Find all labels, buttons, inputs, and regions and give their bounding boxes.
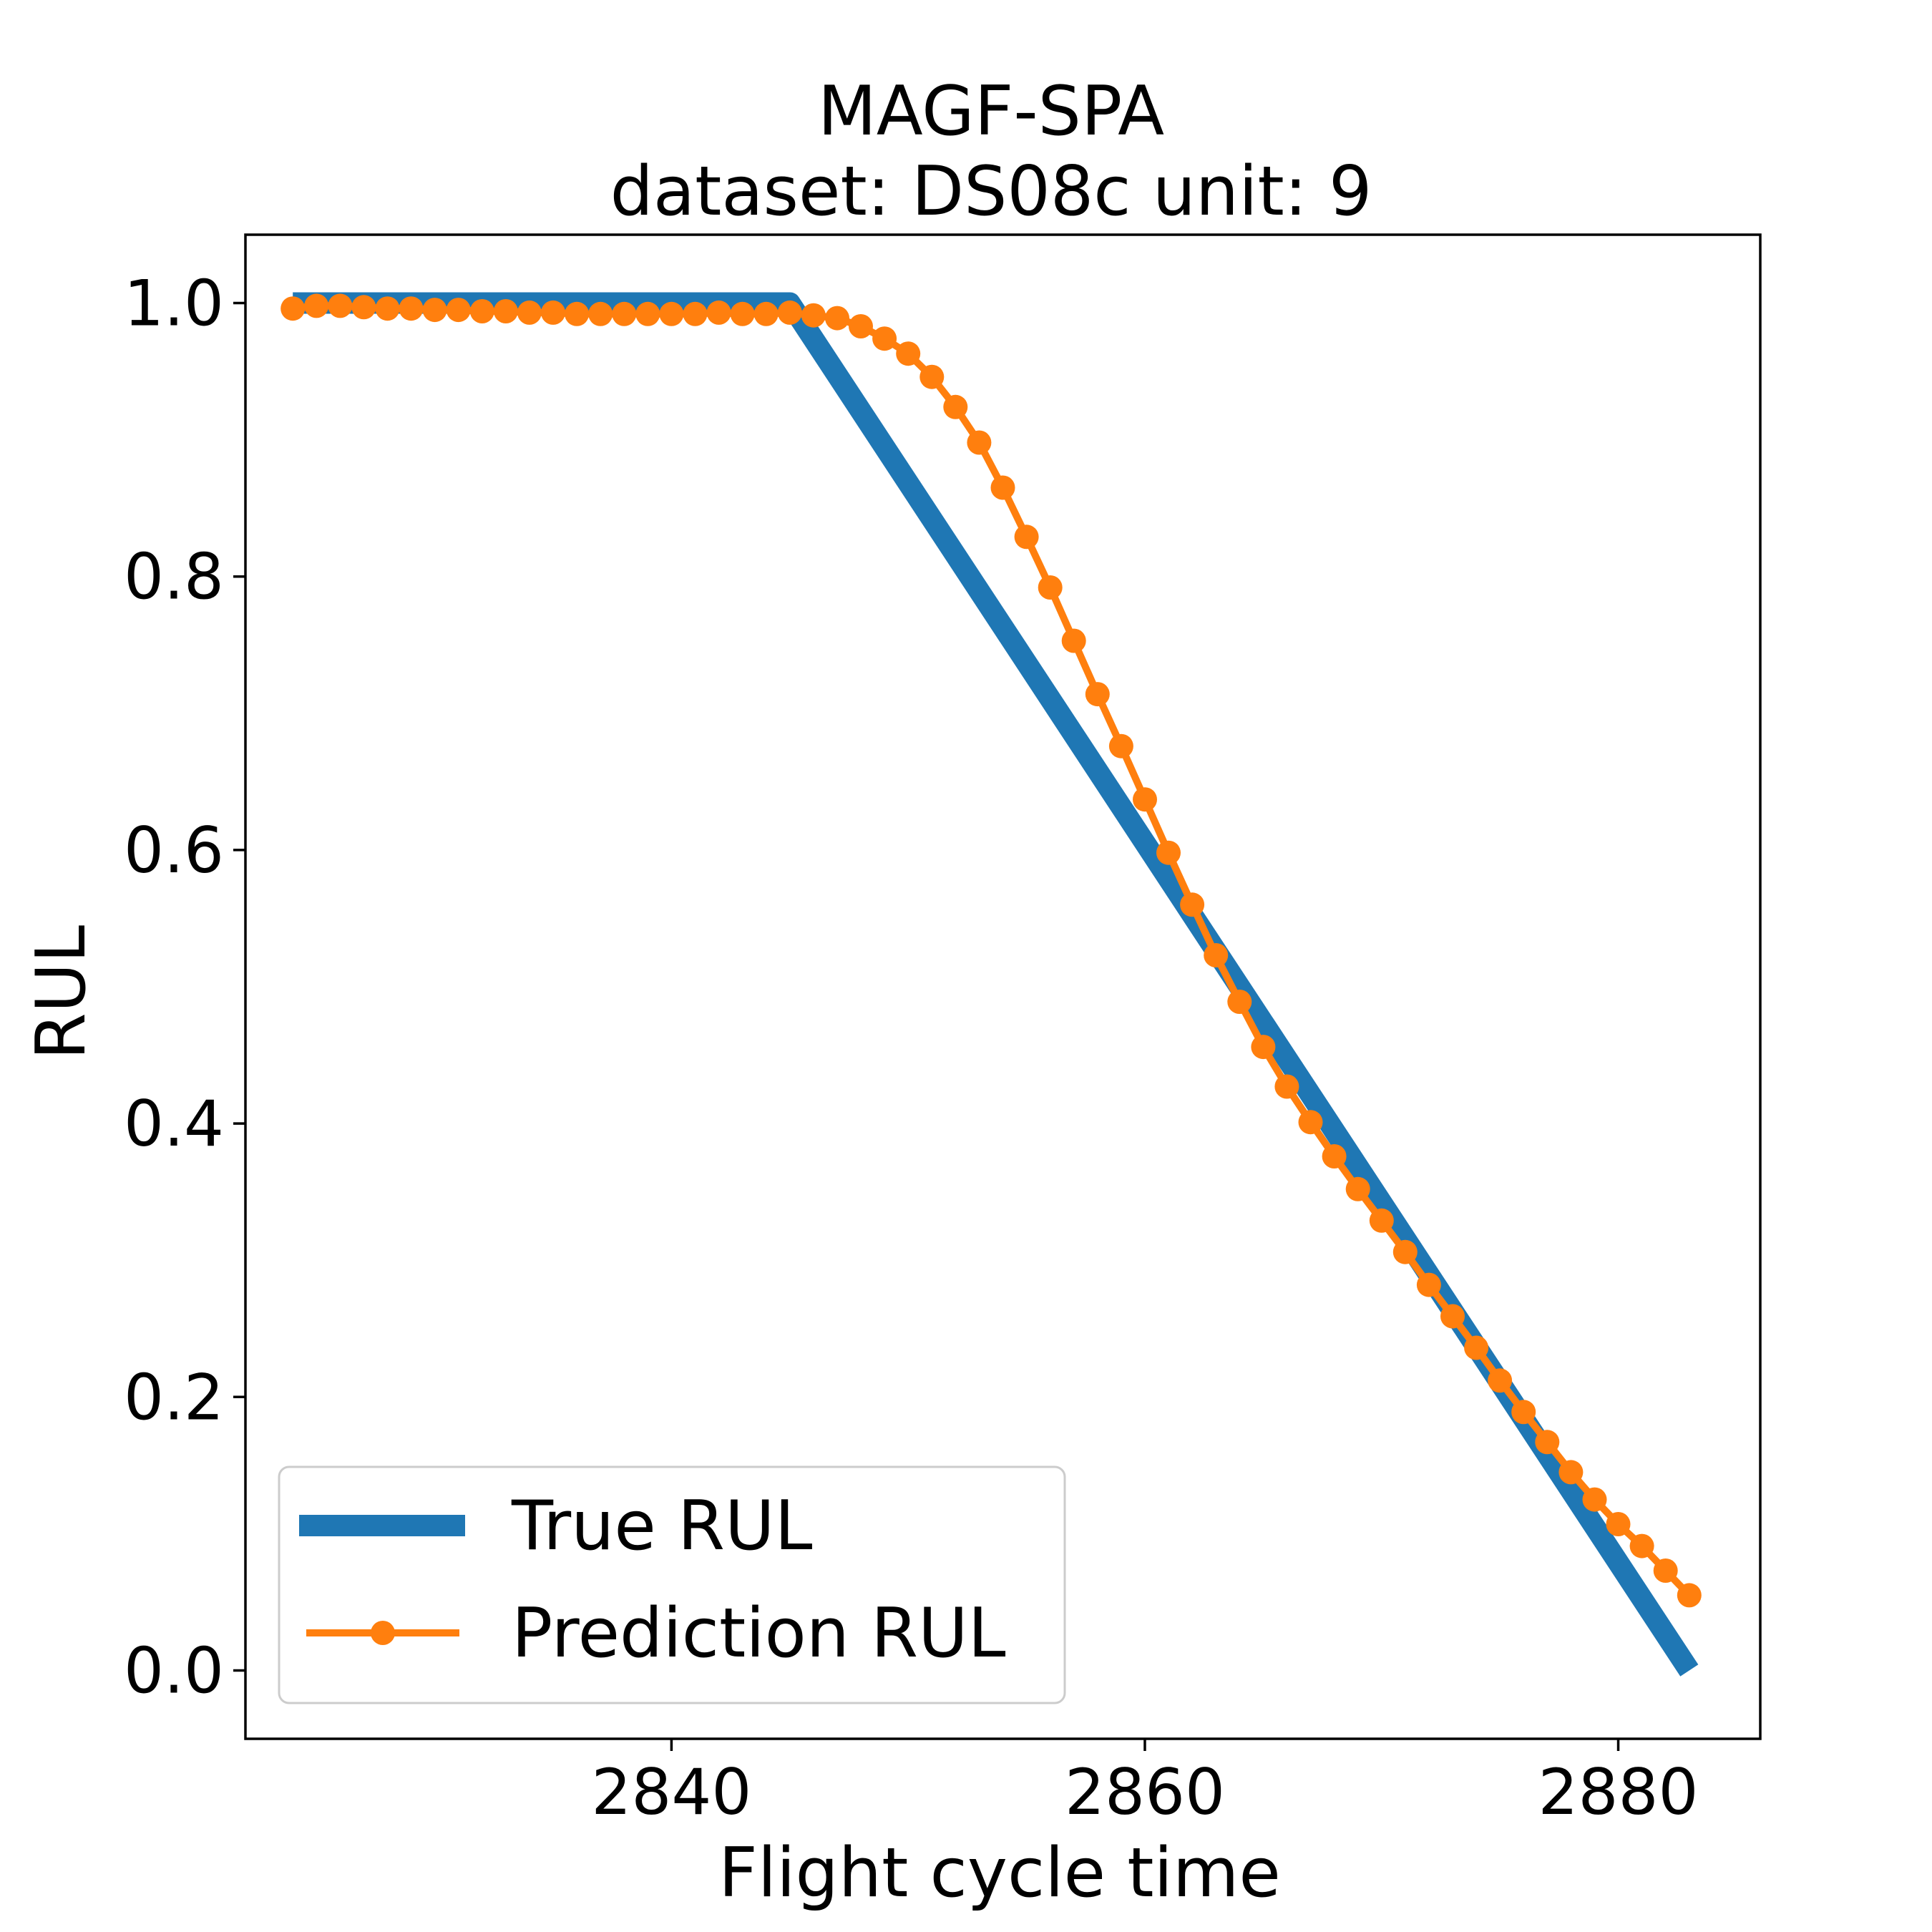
- legend-box: [278, 1465, 1066, 1704]
- prediction-point: [1133, 787, 1157, 812]
- x-tick-label: 2840: [591, 1755, 751, 1829]
- prediction-point: [1251, 1035, 1276, 1060]
- prediction-point: [328, 293, 353, 318]
- prediction-point: [1535, 1430, 1560, 1455]
- prediction-point: [849, 314, 873, 338]
- chart-title: MAGF-SPA: [818, 72, 1164, 151]
- prediction-point: [612, 301, 637, 326]
- prediction-point: [706, 300, 731, 325]
- prediction-point: [1180, 892, 1205, 917]
- plot-frame: [244, 233, 1762, 1740]
- prediction-point: [967, 430, 992, 455]
- prediction-point: [1085, 682, 1110, 707]
- prediction-point: [493, 299, 518, 323]
- prediction-point: [1298, 1110, 1323, 1135]
- prediction-point: [588, 301, 613, 326]
- prediction-point: [1511, 1400, 1536, 1425]
- y-tick-label: 0.8: [124, 540, 224, 614]
- chart-subtitle: dataset: DS08c unit: 9: [610, 152, 1372, 231]
- prediction-point: [777, 300, 802, 325]
- prediction-point: [280, 296, 306, 321]
- prediction-point: [1606, 1512, 1631, 1536]
- prediction-point: [1061, 628, 1086, 653]
- prediction-point: [1653, 1558, 1678, 1583]
- prediction-point: [541, 300, 565, 325]
- prediction-point: [1108, 733, 1133, 758]
- prediction-point: [422, 298, 447, 323]
- prediction-point: [1416, 1272, 1441, 1297]
- prediction-point: [1392, 1239, 1418, 1264]
- prediction-point: [304, 293, 329, 318]
- prediction-point: [635, 301, 660, 326]
- prediction-point: [1038, 575, 1063, 600]
- y-tick-label: 0.4: [124, 1087, 224, 1161]
- prediction-point: [730, 301, 755, 326]
- y-tick-label: 0.0: [124, 1634, 224, 1707]
- prediction-point: [1629, 1533, 1654, 1558]
- prediction-point: [1156, 840, 1181, 865]
- prediction-point: [565, 301, 590, 326]
- prediction-point: [896, 341, 921, 366]
- x-axis-label: Flight cycle time: [718, 1834, 1281, 1913]
- legend-label: True RUL: [511, 1487, 813, 1566]
- prediction-point: [919, 364, 945, 389]
- prediction-point: [399, 296, 424, 321]
- prediction-point: [753, 301, 779, 326]
- prediction-point: [659, 301, 684, 326]
- prediction-point: [1369, 1208, 1394, 1233]
- prediction-point: [1677, 1583, 1702, 1608]
- prediction-point: [469, 299, 494, 323]
- prediction-point: [1274, 1074, 1299, 1099]
- y-axis-label: RUL: [22, 925, 101, 1060]
- prediction-point: [351, 295, 376, 320]
- prediction-point: [375, 296, 400, 321]
- prediction-point: [943, 394, 968, 419]
- prediction-point: [1440, 1304, 1465, 1329]
- prediction-point: [1204, 943, 1229, 967]
- prediction-point: [1488, 1368, 1513, 1393]
- legend-marker-prediction-rul: [371, 1621, 395, 1645]
- legend: True RUL Prediction RUL: [278, 1465, 1066, 1704]
- prediction-point: [990, 475, 1015, 500]
- prediction-point: [1345, 1176, 1370, 1201]
- prediction-point: [1582, 1487, 1607, 1512]
- prediction-point: [446, 298, 471, 323]
- prediction-point: [1322, 1144, 1347, 1169]
- x-tick-label: 2880: [1538, 1755, 1699, 1829]
- prediction-point: [517, 300, 542, 325]
- prediction-point: [825, 306, 849, 331]
- y-tick-label: 0.6: [124, 814, 224, 887]
- series-group: [280, 292, 1702, 1677]
- legend-label: Prediction RUL: [512, 1594, 1006, 1673]
- prediction-point: [683, 301, 708, 326]
- y-tick-label: 1.0: [124, 267, 224, 341]
- prediction-point: [801, 303, 826, 328]
- prediction-point: [1227, 990, 1252, 1014]
- x-tick-label: 2860: [1065, 1755, 1225, 1829]
- plot-area: 2840 2860 2880 0.0 0.2 0.4 0.6 0.8 1.0: [124, 233, 1762, 1829]
- prediction-point: [1464, 1335, 1489, 1360]
- prediction-point: [1014, 525, 1039, 550]
- prediction-point: [1558, 1460, 1584, 1485]
- prediction-point: [872, 326, 897, 351]
- y-tick-label: 0.2: [124, 1360, 224, 1434]
